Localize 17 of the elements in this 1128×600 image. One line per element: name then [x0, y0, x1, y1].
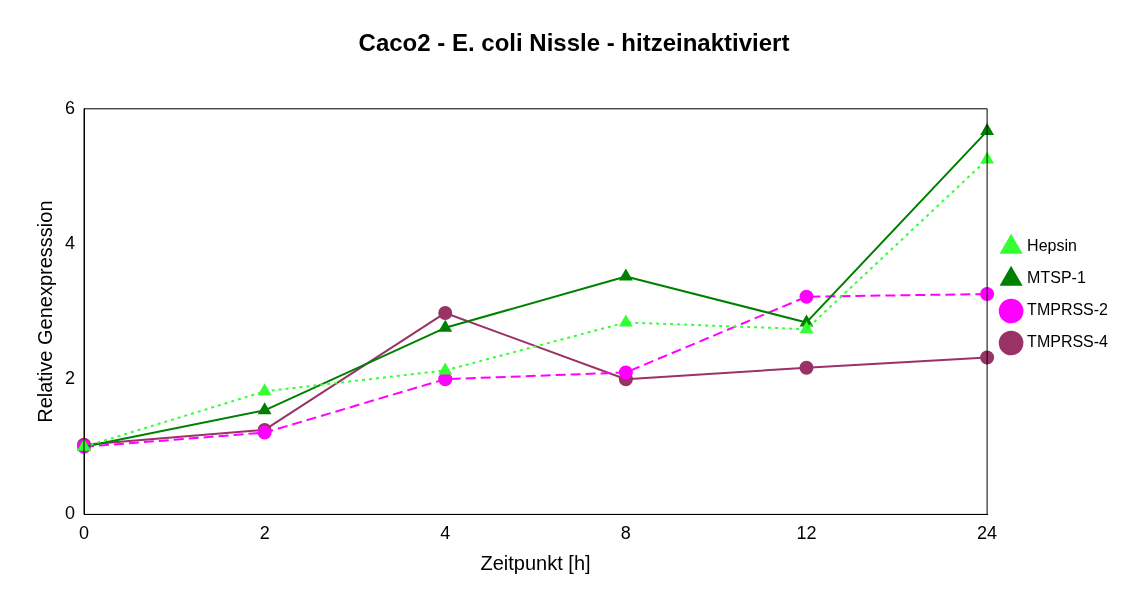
- x-tick-label: 0: [79, 523, 90, 544]
- y-tick-label: 4: [65, 232, 76, 253]
- y-axis-title: Relative Genexpresssion: [33, 200, 56, 423]
- y-tick-label: 2: [65, 368, 76, 389]
- x-axis-title: Zeitpunkt [h]: [480, 551, 591, 574]
- x-tick-label: 2: [259, 523, 270, 544]
- x-tick-label: 12: [796, 523, 817, 544]
- y-tick-label: 6: [65, 97, 76, 118]
- legend-label: MTSP-1: [1027, 269, 1086, 287]
- legend-label: Hepsin: [1027, 237, 1077, 255]
- legend-label: TMPRSS-2: [1027, 301, 1109, 319]
- x-tick-label: 24: [977, 523, 998, 544]
- x-tick-label: 8: [620, 523, 631, 544]
- y-tick-label: 0: [65, 503, 76, 524]
- x-tick-label: 4: [440, 523, 451, 544]
- chart-title: Caco2 - E. coli Nissle - hitzeinaktiviert: [358, 29, 790, 57]
- legend-label: TMPRSS-4: [1027, 333, 1109, 351]
